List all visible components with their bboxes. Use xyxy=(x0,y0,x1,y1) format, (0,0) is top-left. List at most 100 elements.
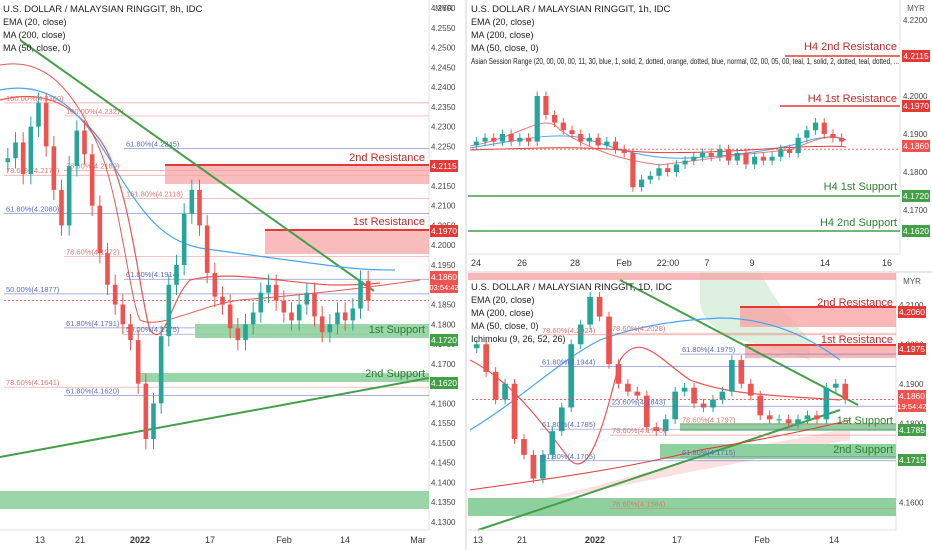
candle-body xyxy=(350,308,356,321)
candle-body xyxy=(273,284,279,301)
tag-1d-1st-support xyxy=(898,424,926,436)
candle-body xyxy=(540,454,546,479)
label-8h-2nd-support: 2nd Support xyxy=(365,368,425,380)
tag-1h-last-price-value: 4.1860 xyxy=(903,141,929,151)
candle-body xyxy=(569,130,575,134)
candle-body xyxy=(43,102,49,147)
x-tick: 9 xyxy=(749,258,754,268)
candle-body xyxy=(634,391,641,396)
legend-item: EMA (20, close) xyxy=(3,17,67,27)
candle-body xyxy=(842,383,849,400)
candle-body xyxy=(243,324,248,341)
tag-8h-2nd-resistance xyxy=(430,160,458,172)
candle-body xyxy=(13,142,18,159)
tag-8h-1st-support xyxy=(430,334,458,346)
candle-body xyxy=(766,415,773,420)
candle-body xyxy=(747,383,754,396)
candle-body xyxy=(235,328,241,341)
fib-label: 78.60%(4.1972) xyxy=(66,247,120,256)
candle-body xyxy=(738,360,745,384)
candle-body xyxy=(812,122,819,131)
ma200-1h xyxy=(469,145,847,154)
candle-body xyxy=(66,166,72,226)
x-tick: Feb xyxy=(276,535,292,545)
label-1h-h4-2nd-support: H4 2nd Support xyxy=(820,217,897,229)
tag-1d-1st-resistance-value: 4.1975 xyxy=(899,344,925,354)
y-tick-label: 4.1900 xyxy=(899,380,924,389)
candle-body xyxy=(587,296,593,325)
candle-body xyxy=(20,142,26,175)
tag-1h-h4-1st-support xyxy=(902,190,930,202)
candle-body xyxy=(612,141,619,150)
candle-body xyxy=(508,134,514,142)
panel-8h: 4.2600 4.2550 4.2500 4.2450 4.2400 4.2350 4.23… xyxy=(0,0,459,545)
tag-1d-countdown: 19:54:42 xyxy=(897,402,926,411)
y-tick-label: 4.2000 xyxy=(903,92,928,101)
y-tick-label: 4.1600 xyxy=(431,399,456,408)
candle-body xyxy=(549,431,556,455)
currency-8h: MYR xyxy=(435,4,453,13)
x-tick: 17 xyxy=(205,535,215,545)
zone-1d-top xyxy=(468,273,896,280)
tag-1h-h4-1st-resistance xyxy=(902,100,930,112)
y-tick-label: 4.1500 xyxy=(431,439,456,448)
x-tick: 17 xyxy=(672,535,682,545)
tag-8h-last-price-value: 4.1860 xyxy=(431,272,457,282)
candle-body xyxy=(319,316,325,333)
trendline-1d-down xyxy=(619,279,859,406)
x-ticks-8h: 13 21 2022 17 Feb 14 Mar xyxy=(35,535,426,545)
candle-body xyxy=(342,312,348,321)
fib-label: 61.80%(4.1791) xyxy=(66,319,120,328)
tag-1h-h4-2nd-support xyxy=(902,225,930,237)
candle-body xyxy=(729,360,735,392)
legend-item: MA (50, close, 0) xyxy=(3,43,71,53)
candle-body xyxy=(112,284,118,305)
candle-body xyxy=(699,153,706,157)
chart-title-8h: U.S. DOLLAR / MALAYSIAN RINGGIT, 8h, IDC xyxy=(3,4,203,15)
fib-label: 100.00%(4.2327) xyxy=(66,107,124,116)
candle-body xyxy=(335,312,340,325)
candle-body xyxy=(638,179,645,188)
candle-body xyxy=(615,364,622,384)
x-tick: Feb xyxy=(616,258,632,268)
fib-label: 61.80%(4.1705) xyxy=(542,452,596,461)
x-tick: 21 xyxy=(75,535,85,545)
legend-1h: U.S. DOLLAR / MALAYSIAN RINGGIT, 1h, IDC… xyxy=(471,4,899,66)
tag-8h-1st-support-value: 4.1720 xyxy=(431,335,457,345)
chart-title-1d: U.S. DOLLAR / MALAYSIAN RINGGIT, 1D, IDC xyxy=(471,282,672,293)
zone-1d-2nd-support xyxy=(660,444,896,459)
candle-body xyxy=(220,296,225,305)
label-1h-h4-1st-resistance: H4 1st Resistance xyxy=(808,93,897,105)
x-tick: 24 xyxy=(471,258,481,268)
candle-body xyxy=(266,284,271,293)
candle-body xyxy=(543,96,549,115)
legend-1d: U.S. DOLLAR / MALAYSIAN RINGGIT, 1D, IDC… xyxy=(471,282,672,344)
fib-label: 78.60%(4.2024) xyxy=(542,326,596,335)
candles-8h xyxy=(4,92,429,450)
tag-1d-2nd-support-value: 4.1715 xyxy=(899,455,925,465)
candle-body xyxy=(586,137,593,142)
y-tick-label: 4.2400 xyxy=(431,83,456,92)
fib-label: 50.00%(4.1775) xyxy=(126,325,180,334)
fib-label: 61.80%(4.1620) xyxy=(66,386,120,395)
legend-item: MA (200, close) xyxy=(471,30,534,40)
y-tick-label: 4.2100 xyxy=(899,301,924,310)
candle-body xyxy=(483,344,490,372)
candle-body xyxy=(5,158,11,163)
zone-1d-bottom-support xyxy=(468,498,896,516)
candle-body xyxy=(708,153,714,157)
candle-body xyxy=(662,419,669,432)
y-tick-label: 4.2500 xyxy=(431,44,456,53)
y-tick-label: 4.1950 xyxy=(431,261,456,270)
candle-body xyxy=(530,454,537,479)
fib-label: 61.80%(4.2245) xyxy=(126,139,180,148)
candle-body xyxy=(511,383,518,440)
label-1d-1st-support: 1st Support xyxy=(837,415,893,427)
y-tick-label: 4.1550 xyxy=(431,419,456,428)
candle-body xyxy=(795,137,801,153)
candle-body xyxy=(143,383,149,439)
candle-body xyxy=(725,149,732,161)
tag-1h-h4-1st-resistance-value: 4.1970 xyxy=(903,101,929,111)
candle-body xyxy=(135,340,141,384)
